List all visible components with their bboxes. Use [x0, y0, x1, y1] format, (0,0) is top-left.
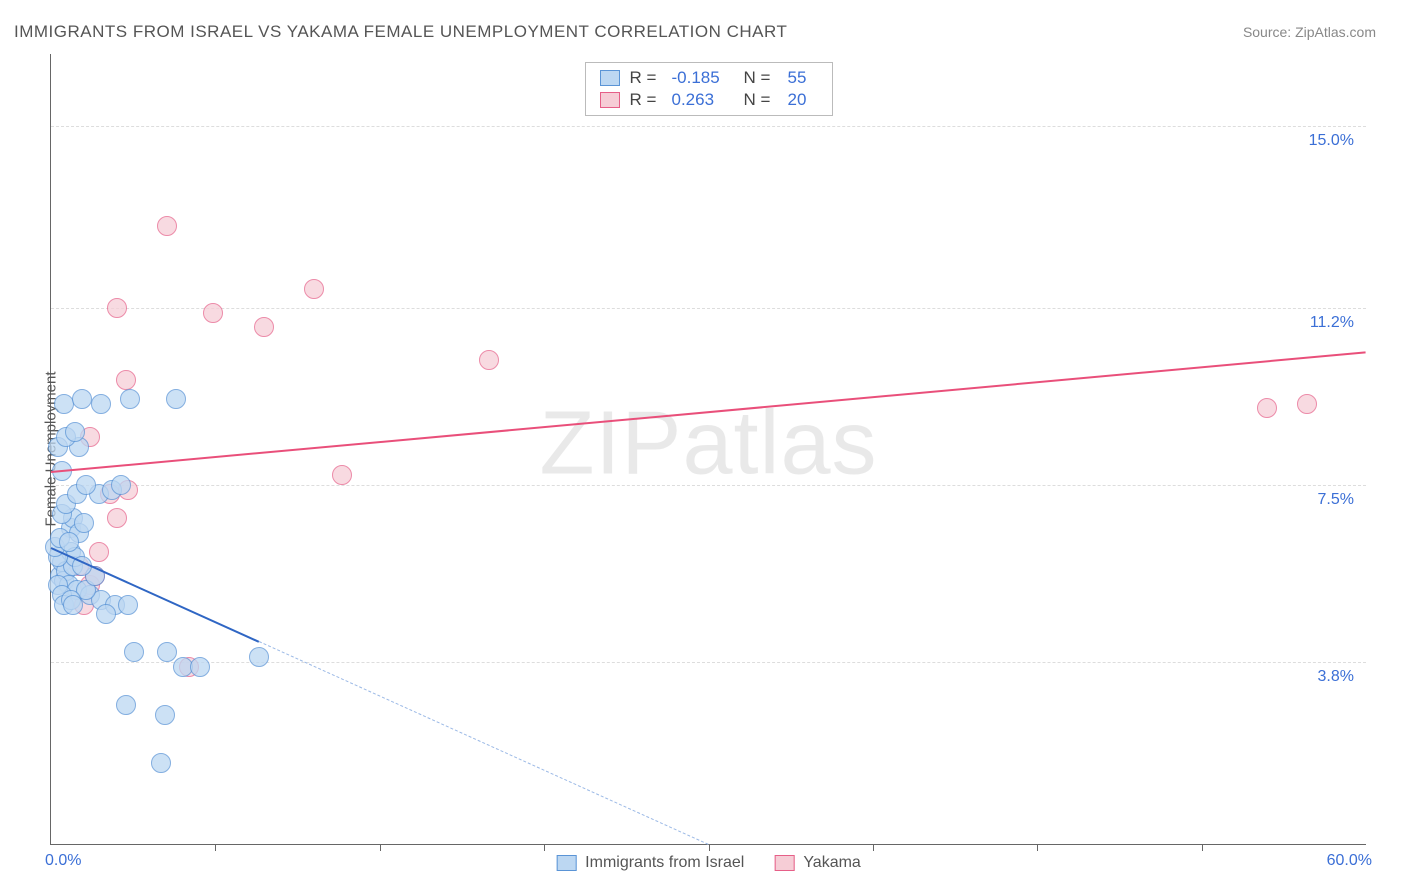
data-point-israel: [124, 642, 144, 662]
gridline: [51, 126, 1366, 127]
y-tick-label: 7.5%: [1318, 491, 1354, 509]
x-tick: [380, 844, 381, 851]
data-point-israel: [63, 595, 83, 615]
data-point-israel: [65, 422, 85, 442]
data-point-israel: [166, 389, 186, 409]
n-label: N =: [744, 68, 778, 88]
data-point-israel: [74, 513, 94, 533]
data-point-yakama: [157, 216, 177, 236]
swatch-series-a: [600, 70, 620, 86]
n-value-b: 20: [788, 90, 818, 110]
swatch-series-a-icon: [556, 855, 576, 871]
legend-item-a: Immigrants from Israel: [556, 854, 744, 872]
data-point-yakama: [116, 370, 136, 390]
n-label: N =: [744, 90, 778, 110]
watermark: ZIPatlas: [539, 392, 877, 495]
data-point-israel: [190, 657, 210, 677]
r-label: R =: [630, 90, 662, 110]
data-point-yakama: [479, 350, 499, 370]
data-point-yakama: [1297, 394, 1317, 414]
trendline-dashed: [259, 641, 709, 845]
r-value-b: 0.263: [672, 90, 734, 110]
y-tick-label: 15.0%: [1309, 132, 1354, 150]
legend-item-b: Yakama: [774, 854, 861, 872]
data-point-israel: [116, 695, 136, 715]
data-point-yakama: [89, 542, 109, 562]
x-tick: [1037, 844, 1038, 851]
data-point-israel: [120, 389, 140, 409]
data-point-israel: [118, 595, 138, 615]
data-point-israel: [96, 604, 116, 624]
data-point-yakama: [304, 279, 324, 299]
data-point-israel: [91, 394, 111, 414]
x-tick: [215, 844, 216, 851]
data-point-yakama: [203, 303, 223, 323]
x-axis-max: 60.0%: [1327, 852, 1372, 870]
data-point-israel: [155, 705, 175, 725]
swatch-series-b: [600, 92, 620, 108]
legend-row-a: R = -0.185 N = 55: [586, 67, 832, 89]
x-tick: [873, 844, 874, 851]
y-tick-label: 3.8%: [1318, 668, 1354, 686]
data-point-israel: [76, 475, 96, 495]
data-point-yakama: [332, 465, 352, 485]
plot-area: Female Unemployment ZIPatlas R = -0.185 …: [50, 54, 1366, 845]
r-label: R =: [630, 68, 662, 88]
legend-label-a: Immigrants from Israel: [585, 854, 744, 872]
data-point-israel: [59, 532, 79, 552]
data-point-israel: [249, 647, 269, 667]
x-axis-min: 0.0%: [45, 852, 81, 870]
data-point-israel: [72, 389, 92, 409]
gridline: [51, 662, 1366, 663]
series-legend: Immigrants from Israel Yakama: [556, 854, 861, 872]
gridline: [51, 308, 1366, 309]
x-tick: [544, 844, 545, 851]
data-point-yakama: [107, 508, 127, 528]
x-tick: [709, 844, 710, 851]
y-tick-label: 11.2%: [1310, 314, 1354, 332]
gridline: [51, 485, 1366, 486]
legend-row-b: R = 0.263 N = 20: [586, 89, 832, 111]
data-point-yakama: [1257, 398, 1277, 418]
data-point-yakama: [254, 317, 274, 337]
data-point-israel: [111, 475, 131, 495]
trendline: [51, 351, 1366, 473]
r-value-a: -0.185: [672, 68, 734, 88]
x-tick: [1202, 844, 1203, 851]
source-label: Source: ZipAtlas.com: [1243, 24, 1376, 40]
data-point-israel: [151, 753, 171, 773]
chart-container: IMMIGRANTS FROM ISRAEL VS YAKAMA FEMALE …: [0, 0, 1406, 892]
data-point-yakama: [107, 298, 127, 318]
swatch-series-b-icon: [774, 855, 794, 871]
legend-label-b: Yakama: [803, 854, 861, 872]
chart-title: IMMIGRANTS FROM ISRAEL VS YAKAMA FEMALE …: [14, 22, 787, 42]
n-value-a: 55: [788, 68, 818, 88]
correlation-legend: R = -0.185 N = 55 R = 0.263 N = 20: [585, 62, 833, 116]
